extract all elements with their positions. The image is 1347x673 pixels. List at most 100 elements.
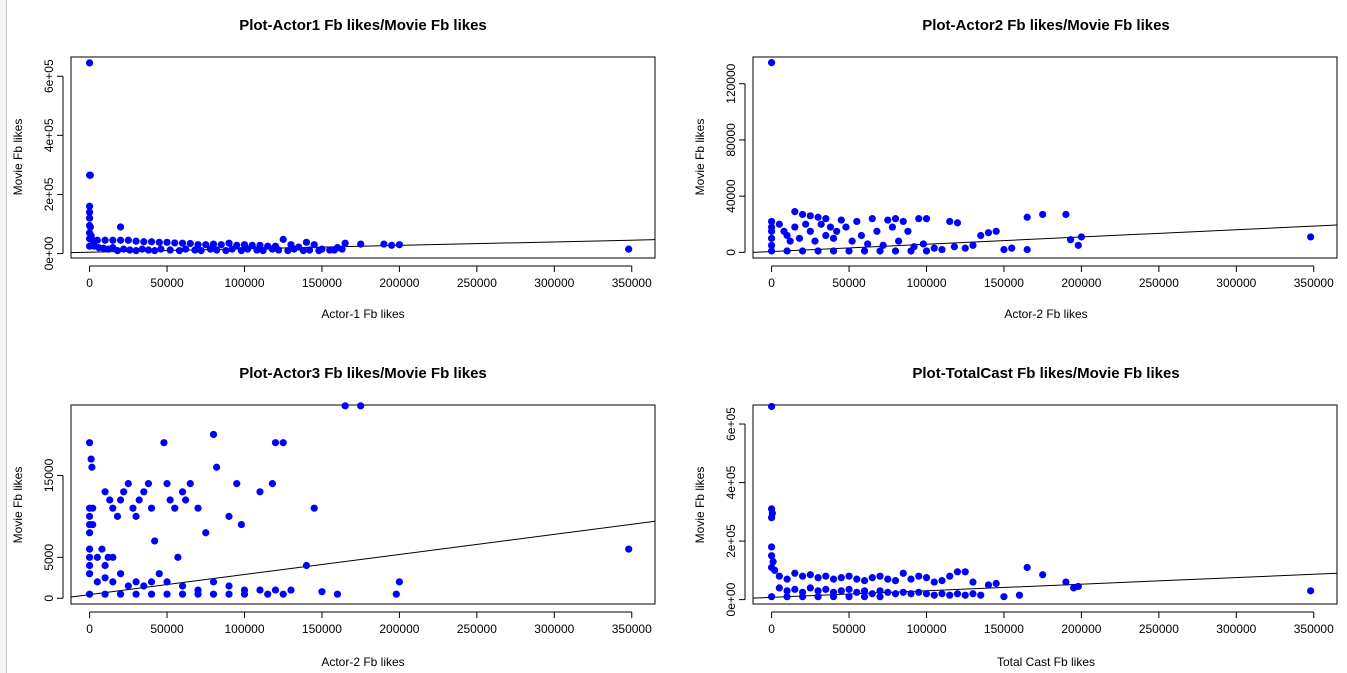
x-axis: 0 50000 100000 150000 200000 250000 300000 3500… [768,611,1334,636]
x-tick-label: 350000 [1294,622,1334,636]
data-point [625,245,633,253]
data-point [101,488,109,496]
data-point [977,591,985,599]
data-point [101,590,109,598]
data-point [783,593,791,601]
data-point [791,208,799,216]
scatter-points [767,59,1315,255]
data-point [109,578,117,586]
data-point [1039,210,1047,219]
data-point [791,223,799,231]
x-tick-label: 50000 [150,276,184,290]
y-tick-label: 0 [42,595,56,602]
x-tick-label: 250000 [1139,622,1179,636]
data-point [814,247,822,255]
data-point [388,241,396,249]
y-tick-label: 0e+00 [42,236,56,270]
data-point [279,590,287,598]
data-point [829,234,838,242]
data-point [884,575,892,583]
data-point [264,590,272,598]
plot-box [70,56,656,259]
data-point [206,245,215,253]
data-point [876,247,884,255]
data-point [876,587,884,595]
data-point [857,231,866,240]
data-point [891,215,900,223]
data-point [132,590,140,598]
data-point [1307,587,1315,595]
chart-title: Plot-Actor1 Fb likes/Movie Fb likes [239,17,487,34]
data-point [938,245,946,254]
data-point [101,236,109,244]
data-point [806,227,814,235]
data-point [132,512,140,520]
scatter-points [85,402,633,598]
data-point [961,244,969,252]
data-point [891,247,900,255]
data-point [228,245,236,253]
data-point [775,220,783,228]
data-point [953,568,962,576]
data-point [860,593,869,601]
data-point [109,236,117,244]
data-point [853,588,861,596]
x-axis-label: Actor-2 Fb likes [321,655,404,669]
data-point [767,217,776,226]
data-point [209,590,218,598]
data-point [822,215,830,223]
data-point [783,587,791,595]
data-point [155,238,163,246]
y-tick-label: 5000 [42,544,56,571]
data-point [961,568,969,576]
data-point [85,553,94,561]
data-point [811,237,819,245]
data-point [341,239,349,247]
data-point [233,480,241,488]
data-point [798,593,807,601]
data-point [284,247,292,255]
x-axis-label: Actor-2 Fb likes [1004,307,1087,321]
data-point [86,223,94,231]
data-point [1066,236,1075,244]
data-point [1000,245,1008,254]
data-point [132,578,140,586]
data-point [1023,213,1031,221]
x-tick-label: 250000 [1139,276,1179,290]
data-point [191,246,199,254]
data-point [318,588,326,596]
y-tick-label: 6e+05 [42,59,56,93]
x-axis: 0 50000 100000 150000 200000 250000 300000 3500… [86,611,652,636]
data-point [1023,563,1031,572]
data-point [946,572,954,580]
data-point [888,223,897,231]
data-point [338,245,346,253]
data-point [140,238,148,246]
data-point [178,582,187,590]
data-point [783,231,791,240]
data-point [884,216,892,224]
x-tick-label: 150000 [984,622,1024,636]
data-point [915,215,923,223]
data-point [106,496,114,504]
data-point [202,241,210,249]
y-tick-label: 40000 [724,179,738,213]
data-point [178,590,187,598]
x-tick-label: 200000 [1061,276,1101,290]
x-tick-label: 50000 [832,276,866,290]
data-point [946,217,954,226]
data-point [151,537,159,545]
x-tick-label: 300000 [534,276,574,290]
data-point [767,227,776,235]
data-point [178,239,187,247]
data-point [279,235,287,243]
data-point [1015,591,1024,599]
data-point [85,570,94,578]
data-point [1307,233,1315,241]
x-tick-label: 100000 [224,622,264,636]
data-point [182,496,190,504]
x-tick-label: 50000 [150,622,184,636]
data-point [109,553,117,561]
data-point [194,590,202,598]
